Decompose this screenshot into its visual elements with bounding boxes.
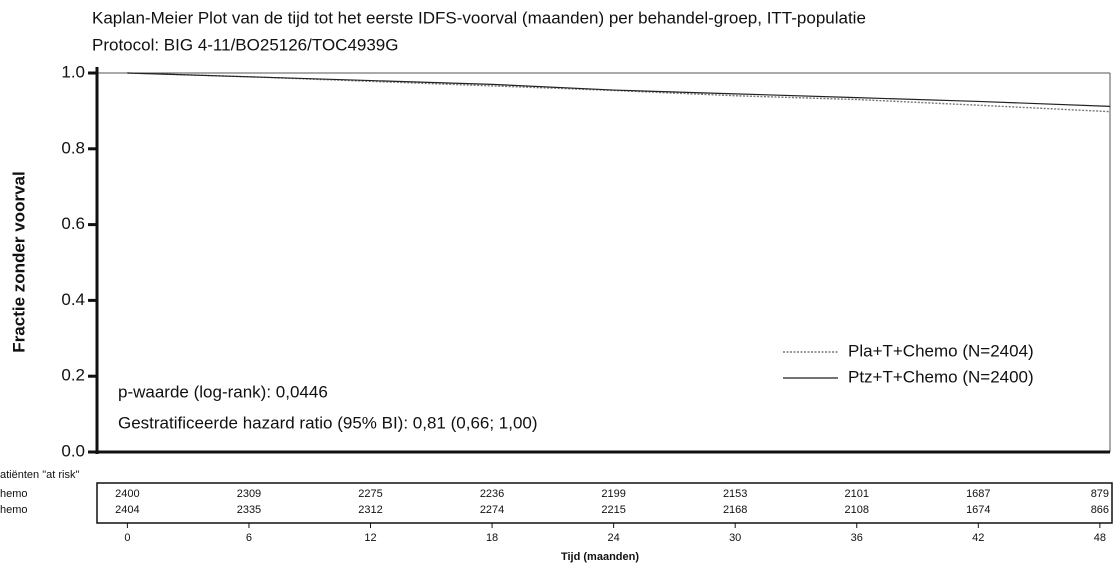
y-tick-label: 0.8 — [61, 138, 85, 157]
chart-title: Kaplan-Meier Plot van de tijd tot het ee… — [92, 8, 866, 27]
y-tick-label: 0.4 — [61, 290, 85, 309]
y-tick-label: 1.0 — [61, 62, 85, 81]
risk-count: 1687 — [966, 488, 990, 500]
x-axis-title: Tijd (maanden) — [561, 551, 639, 563]
risk-count: 2312 — [358, 504, 382, 516]
risk-count: 866 — [1091, 504, 1109, 516]
risk-count: 2400 — [115, 488, 139, 500]
risk-count: 879 — [1091, 488, 1109, 500]
risk-table-box — [96, 482, 1113, 524]
y-tick-label: 0.0 — [61, 441, 85, 460]
risk-row-label: hemo — [0, 504, 28, 516]
annotation: Gestratificeerde hazard ratio (95% BI): … — [118, 413, 538, 432]
risk-table-title: atiënten "at risk" — [0, 469, 79, 481]
risk-count: 2335 — [237, 504, 261, 516]
risk-count: 2168 — [723, 504, 747, 516]
x-tick-label: 36 — [851, 532, 863, 544]
risk-count: 2404 — [115, 504, 139, 516]
risk-count: 2153 — [723, 488, 747, 500]
risk-count: 2199 — [601, 488, 625, 500]
x-tick-label: 42 — [972, 532, 984, 544]
x-tick-label: 6 — [246, 532, 252, 544]
legend-label: Ptz+T+Chemo (N=2400) — [848, 367, 1034, 386]
survival-curve — [127, 72, 1111, 107]
annotation: p-waarde (log-rank): 0,0446 — [118, 382, 328, 401]
x-tick-label: 18 — [486, 532, 498, 544]
x-tick-label: 0 — [124, 532, 130, 544]
survival-curve — [127, 72, 1111, 113]
risk-count: 1674 — [966, 504, 990, 516]
x-tick-label: 30 — [729, 532, 741, 544]
x-tick-label: 24 — [608, 532, 620, 544]
y-tick-label: 0.6 — [61, 214, 85, 233]
y-axis-title: Fractie zonder voorval — [9, 171, 28, 352]
x-tick-label: 12 — [364, 532, 376, 544]
risk-row-label: hemo — [0, 488, 28, 500]
chart-subtitle: Protocol: BIG 4-11/BO25126/TOC4939G — [92, 35, 398, 54]
risk-count: 2215 — [601, 504, 625, 516]
risk-count: 2236 — [480, 488, 504, 500]
risk-count: 2274 — [480, 504, 504, 516]
y-tick-label: 0.2 — [61, 366, 85, 385]
legend-label: Pla+T+Chemo (N=2404) — [848, 341, 1034, 360]
risk-count: 2275 — [358, 488, 382, 500]
risk-count: 2101 — [845, 488, 869, 500]
x-tick-label: 48 — [1094, 532, 1106, 544]
risk-count: 2108 — [845, 504, 869, 516]
risk-count: 2309 — [237, 488, 261, 500]
